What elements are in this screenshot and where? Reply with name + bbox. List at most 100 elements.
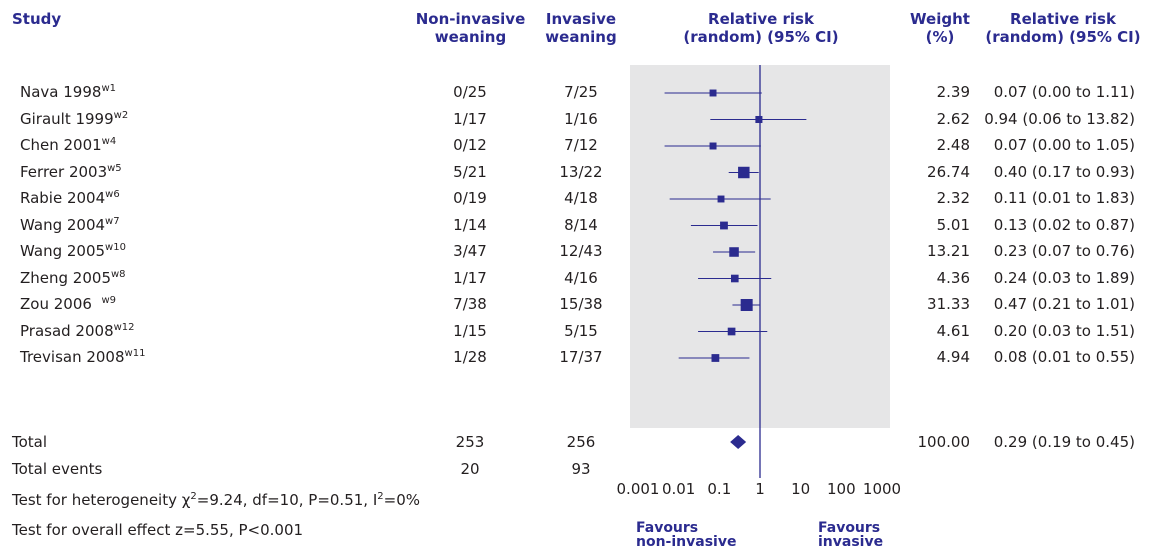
header-weight: Weight (%) [900, 10, 980, 46]
study-ci-text: 0.24 (0.03 to 1.89) [993, 268, 1135, 287]
study-ref: w9 [101, 295, 116, 306]
events-invasive: 93 [571, 460, 591, 478]
header-rr-text-line2: (random) (95% CI) [985, 28, 1141, 46]
study-ref: w8 [110, 268, 126, 280]
study-name: Chen 2001w4 [20, 136, 116, 154]
study-name-text: Trevisan 2008 [20, 348, 125, 366]
study-weight: 4.61 [936, 321, 970, 340]
study-name: Zheng 2005w8 [20, 269, 126, 287]
total-ci-text: 0.29 (0.19 to 0.45) [993, 433, 1135, 451]
header-invasive-line1: Invasive [545, 10, 617, 28]
study-ci-text: 0.94 (0.06 to 13.82) [984, 109, 1135, 128]
tick-label: 0.001 [617, 480, 660, 498]
study-name-text: Wang 2004 [20, 215, 106, 234]
study-invasive: 4/18 [564, 189, 598, 207]
study-ci-text: 0.20 (0.03 to 1.51) [993, 321, 1135, 340]
study-marker [709, 142, 717, 150]
header-invasive: Invasive weaning [536, 10, 626, 46]
study-weight: 4.36 [936, 268, 970, 287]
header-weight-line1: Weight [910, 10, 970, 28]
favours-noninvasive-line2: non-invasive [636, 534, 737, 550]
study-marker [709, 89, 717, 97]
pooled-diamond [730, 435, 747, 449]
study-name-text: Chen 2001 [20, 136, 102, 154]
total-noninvasive: 253 [455, 433, 485, 451]
study-noninvasive: 1/14 [453, 215, 487, 234]
header-rr-text-line1: Relative risk [1010, 10, 1116, 28]
study-name: Ferrer 2003w5 [20, 163, 122, 181]
header-rr-plot-line1: Relative risk [708, 10, 814, 28]
tick-label: 0.01 [662, 480, 695, 498]
study-marker [755, 115, 763, 124]
study-marker [738, 166, 750, 179]
header-rr-text: Relative risk (random) (95% CI) [978, 10, 1148, 46]
study-ref: w1 [101, 83, 116, 94]
header-noninvasive: Non-invasive weaning [413, 10, 528, 46]
study-ci-text: 0.23 (0.07 to 0.76) [993, 242, 1135, 260]
study-noninvasive: 1/15 [453, 321, 487, 340]
study-invasive: 4/16 [564, 268, 598, 287]
study-weight: 2.62 [936, 109, 970, 128]
study-weight: 2.39 [936, 83, 970, 101]
study-name-text: Girault 1999 [20, 109, 114, 128]
study-ref: w10 [105, 242, 126, 253]
heterogeneity-mid: =9.24, df=10, P=0.51, I [196, 491, 378, 509]
study-ci-text: 0.11 (0.01 to 1.83) [993, 189, 1135, 207]
study-invasive: 13/22 [559, 162, 603, 181]
heterogeneity-test: Test for heterogeneity χ2=9.24, df=10, P… [12, 491, 420, 509]
study-weight: 2.32 [936, 189, 970, 207]
study-ci-text: 0.07 (0.00 to 1.11) [993, 83, 1135, 101]
study-invasive: 5/15 [564, 321, 598, 340]
favours-invasive: Favours invasive [818, 521, 883, 549]
tick-label: 0.1 [707, 480, 731, 498]
tick-label: 1 [755, 480, 765, 498]
study-marker [729, 247, 739, 257]
study-name-text: Prasad 2008 [20, 321, 114, 340]
favours-invasive-line2: invasive [818, 534, 884, 550]
study-marker [720, 221, 728, 230]
study-name-text: Ferrer 2003 [20, 162, 108, 181]
study-weight: 13.21 [927, 242, 970, 260]
study-name-text: Nava 1998 [20, 83, 102, 101]
study-ci-text: 0.13 (0.02 to 0.87) [993, 215, 1135, 234]
heterogeneity-prefix: Test for heterogeneity χ [12, 491, 191, 509]
study-name: Zou 2006 w9 [20, 295, 116, 313]
study-noninvasive: 1/17 [453, 268, 487, 287]
study-name: Rabie 2004w6 [20, 189, 120, 207]
study-invasive: 15/38 [559, 295, 603, 313]
study-noninvasive: 5/21 [453, 162, 487, 181]
tick-label: 1000 [863, 480, 901, 498]
study-ref: w6 [105, 189, 120, 200]
study-ci-text: 0.08 (0.01 to 0.55) [993, 348, 1135, 366]
study-name: Wang 2004w7 [20, 216, 120, 234]
study-name: Prasad 2008w12 [20, 322, 135, 340]
events-label: Total events [12, 460, 103, 478]
favours-noninvasive-line1: Favours [636, 520, 699, 536]
study-noninvasive: 0/19 [453, 189, 487, 207]
study-marker [711, 354, 720, 362]
header-rr-plot: Relative risk (random) (95% CI) [661, 10, 861, 46]
total-weight: 100.00 [917, 433, 971, 451]
study-ref: w12 [113, 321, 135, 333]
header-invasive-line2: weaning [545, 28, 617, 46]
study-marker [727, 327, 736, 336]
study-ref: w11 [124, 348, 146, 359]
study-marker [717, 195, 725, 203]
study-invasive: 7/25 [564, 83, 598, 101]
study-name-text: Wang 2005 [20, 242, 106, 260]
study-ref: w4 [101, 136, 117, 147]
study-noninvasive: 0/25 [453, 83, 487, 101]
favours-noninvasive: Favours non-invasive [636, 521, 736, 549]
study-weight: 4.94 [936, 348, 970, 366]
header-rr-plot-line2: (random) (95% CI) [683, 28, 839, 46]
events-noninvasive: 20 [460, 460, 480, 478]
study-ci-text: 0.07 (0.00 to 1.05) [993, 136, 1135, 154]
study-noninvasive: 1/28 [453, 348, 487, 366]
study-weight: 31.33 [927, 295, 970, 313]
study-weight: 5.01 [936, 215, 970, 234]
study-name: Trevisan 2008w11 [20, 348, 145, 366]
study-name: Girault 1999w2 [20, 110, 128, 128]
study-marker [740, 299, 753, 311]
overall-effect-test: Test for overall effect z=5.55, P<0.001 [12, 521, 304, 539]
